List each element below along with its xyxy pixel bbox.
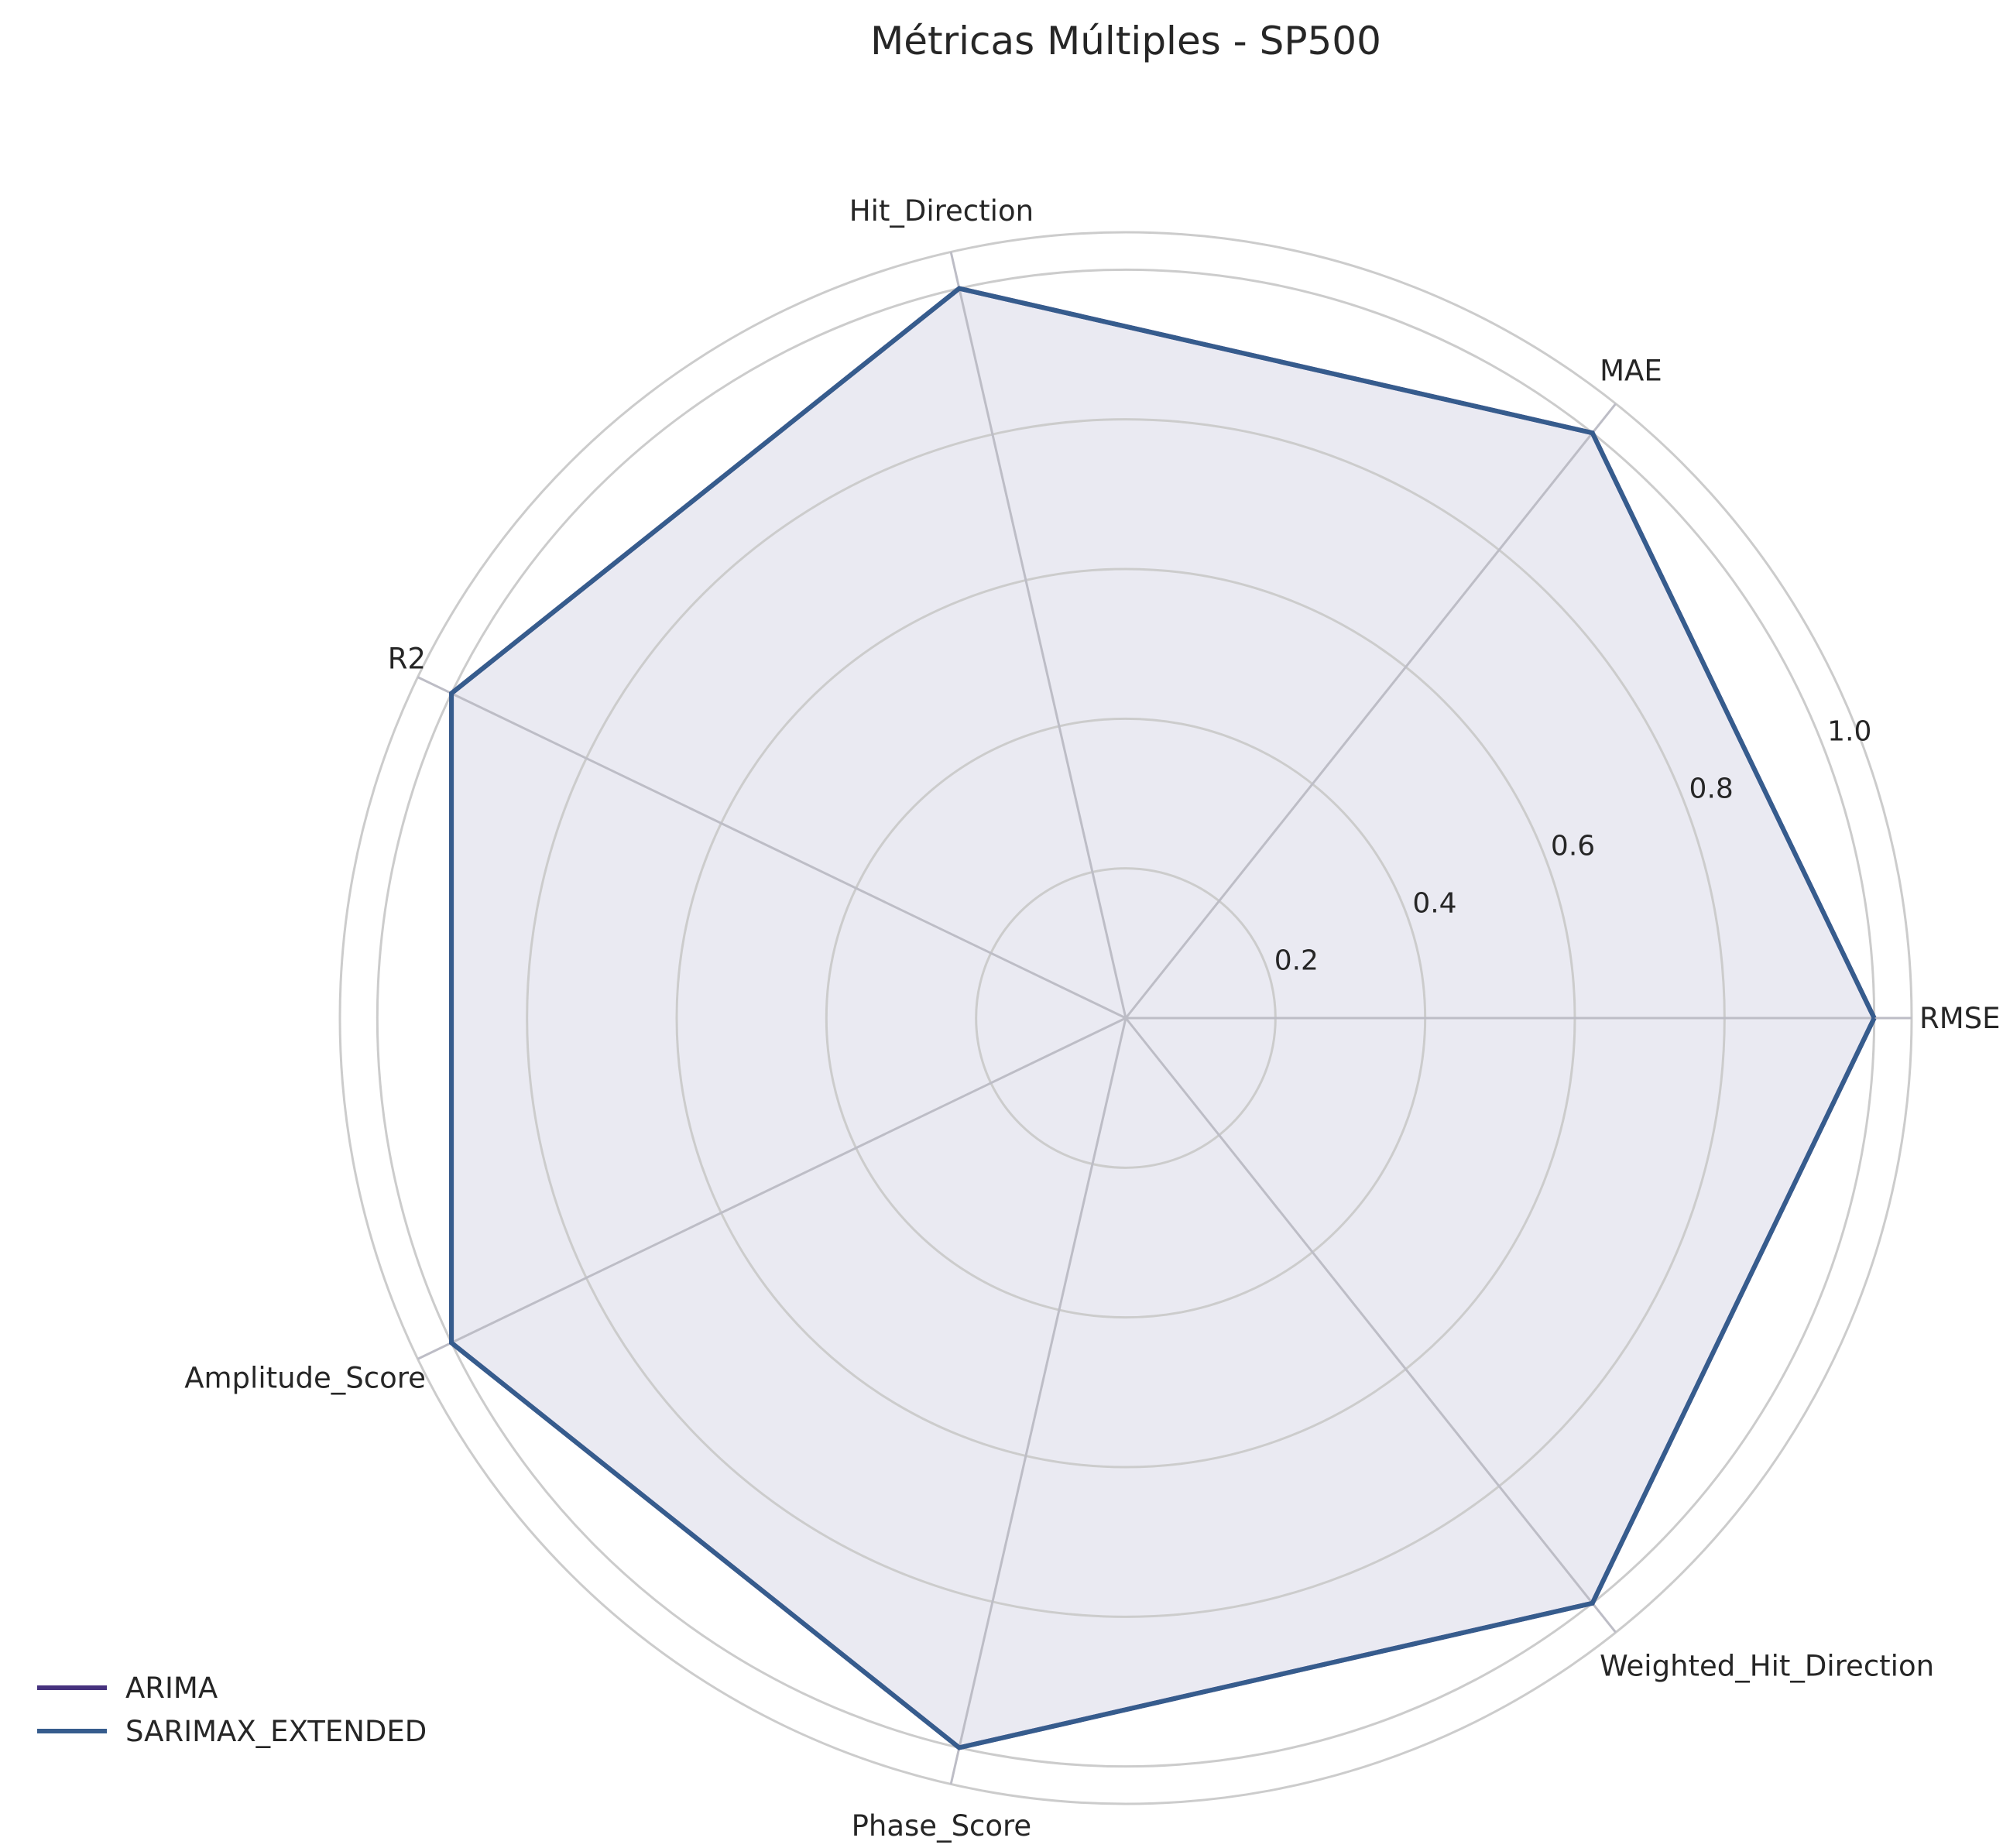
radial-tick-label: 0.8 [1689, 773, 1734, 804]
series-line-sarimax_extended [449, 286, 1877, 1750]
legend-label-arima: ARIMA [125, 1671, 218, 1705]
chart-title: Métricas Múltiples - SP500 [870, 19, 1381, 63]
radial-tick-labels: 0.2 0.4 0.6 0.8 1.0 [1274, 715, 1872, 976]
axis-label-r2: R2 [388, 643, 426, 676]
axis-spoke-weighted_hit_direction [1124, 1017, 1617, 1634]
axis-spoke-r2 [417, 676, 1127, 1020]
legend: ARIMA SARIMAX_EXTENDED [37, 1671, 427, 1748]
axis-label-weighted_hit_direction: Weighted_Hit_Direction [1600, 1650, 1934, 1683]
axis-spoke-phase_score [949, 1017, 1127, 1785]
axis-spoke-mae [1124, 403, 1617, 1019]
axis-label-hit_direction: Hit_Direction [849, 194, 1034, 228]
legend-label-sarimax_extended: SARIMAX_EXTENDED [125, 1715, 427, 1748]
series-lines [449, 286, 1877, 1750]
axis-label-phase_score: Phase_Score [852, 1809, 1032, 1843]
axis-spoke-hit_direction [949, 252, 1127, 1019]
radial-tick-label: 0.2 [1274, 945, 1319, 976]
axis-labels: RMSE MAE Hit_Direction R2 Amplitude_Score Pha… [184, 194, 2000, 1843]
axis-label-rmse: RMSE [1919, 1002, 2001, 1035]
axis-label-amplitude_score: Amplitude_Score [184, 1361, 426, 1394]
radial-tick-label: 1.0 [1827, 715, 1871, 747]
radial-tick-label: 0.4 [1412, 887, 1456, 919]
radial-tick-label: 0.6 [1551, 830, 1595, 862]
axis-label-mae: MAE [1600, 354, 1662, 387]
axis-spokes [417, 252, 1912, 1785]
axis-spoke-amplitude_score [417, 1017, 1127, 1360]
